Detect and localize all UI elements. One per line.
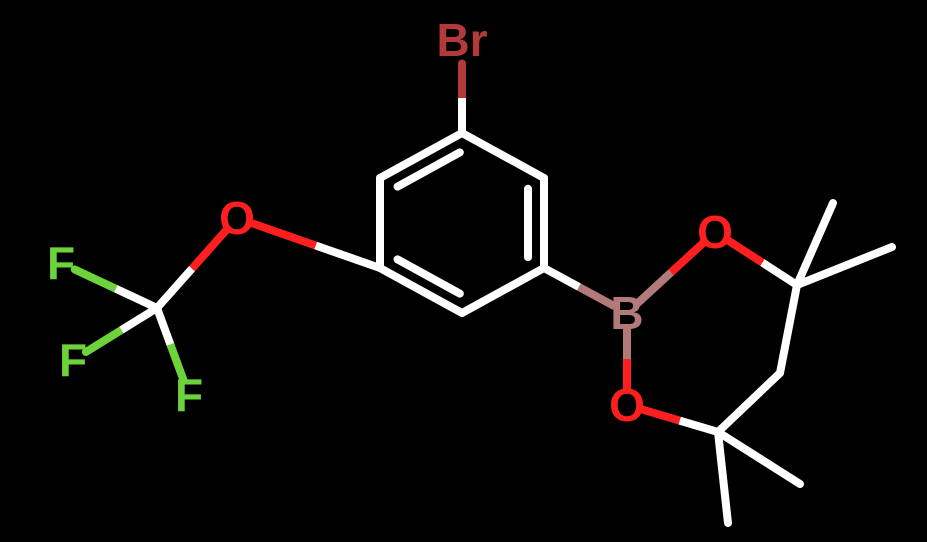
atom-F3: F [175,369,203,421]
bond [398,152,460,186]
bond [780,285,797,373]
bond [718,432,800,484]
bond [157,229,227,308]
bond [638,242,704,302]
bond [251,223,380,268]
atom-O1: O [219,192,255,244]
bond [462,133,544,178]
bond [398,259,460,293]
atom-Br: Br [436,14,487,66]
bond [86,308,157,352]
atom-O3: O [697,206,733,258]
molecule-diagram: BrOFFFBOO [0,0,927,542]
bond [728,240,797,285]
atom-O2: O [609,379,645,431]
atom-F2: F [59,334,87,386]
bond [718,373,780,432]
atom-B: B [610,287,643,339]
bond [544,268,614,306]
bond [718,432,728,523]
bond [462,268,544,313]
atom-F1: F [47,237,75,289]
bond [642,409,718,432]
bond [75,269,157,308]
bonds-layer [75,63,892,523]
